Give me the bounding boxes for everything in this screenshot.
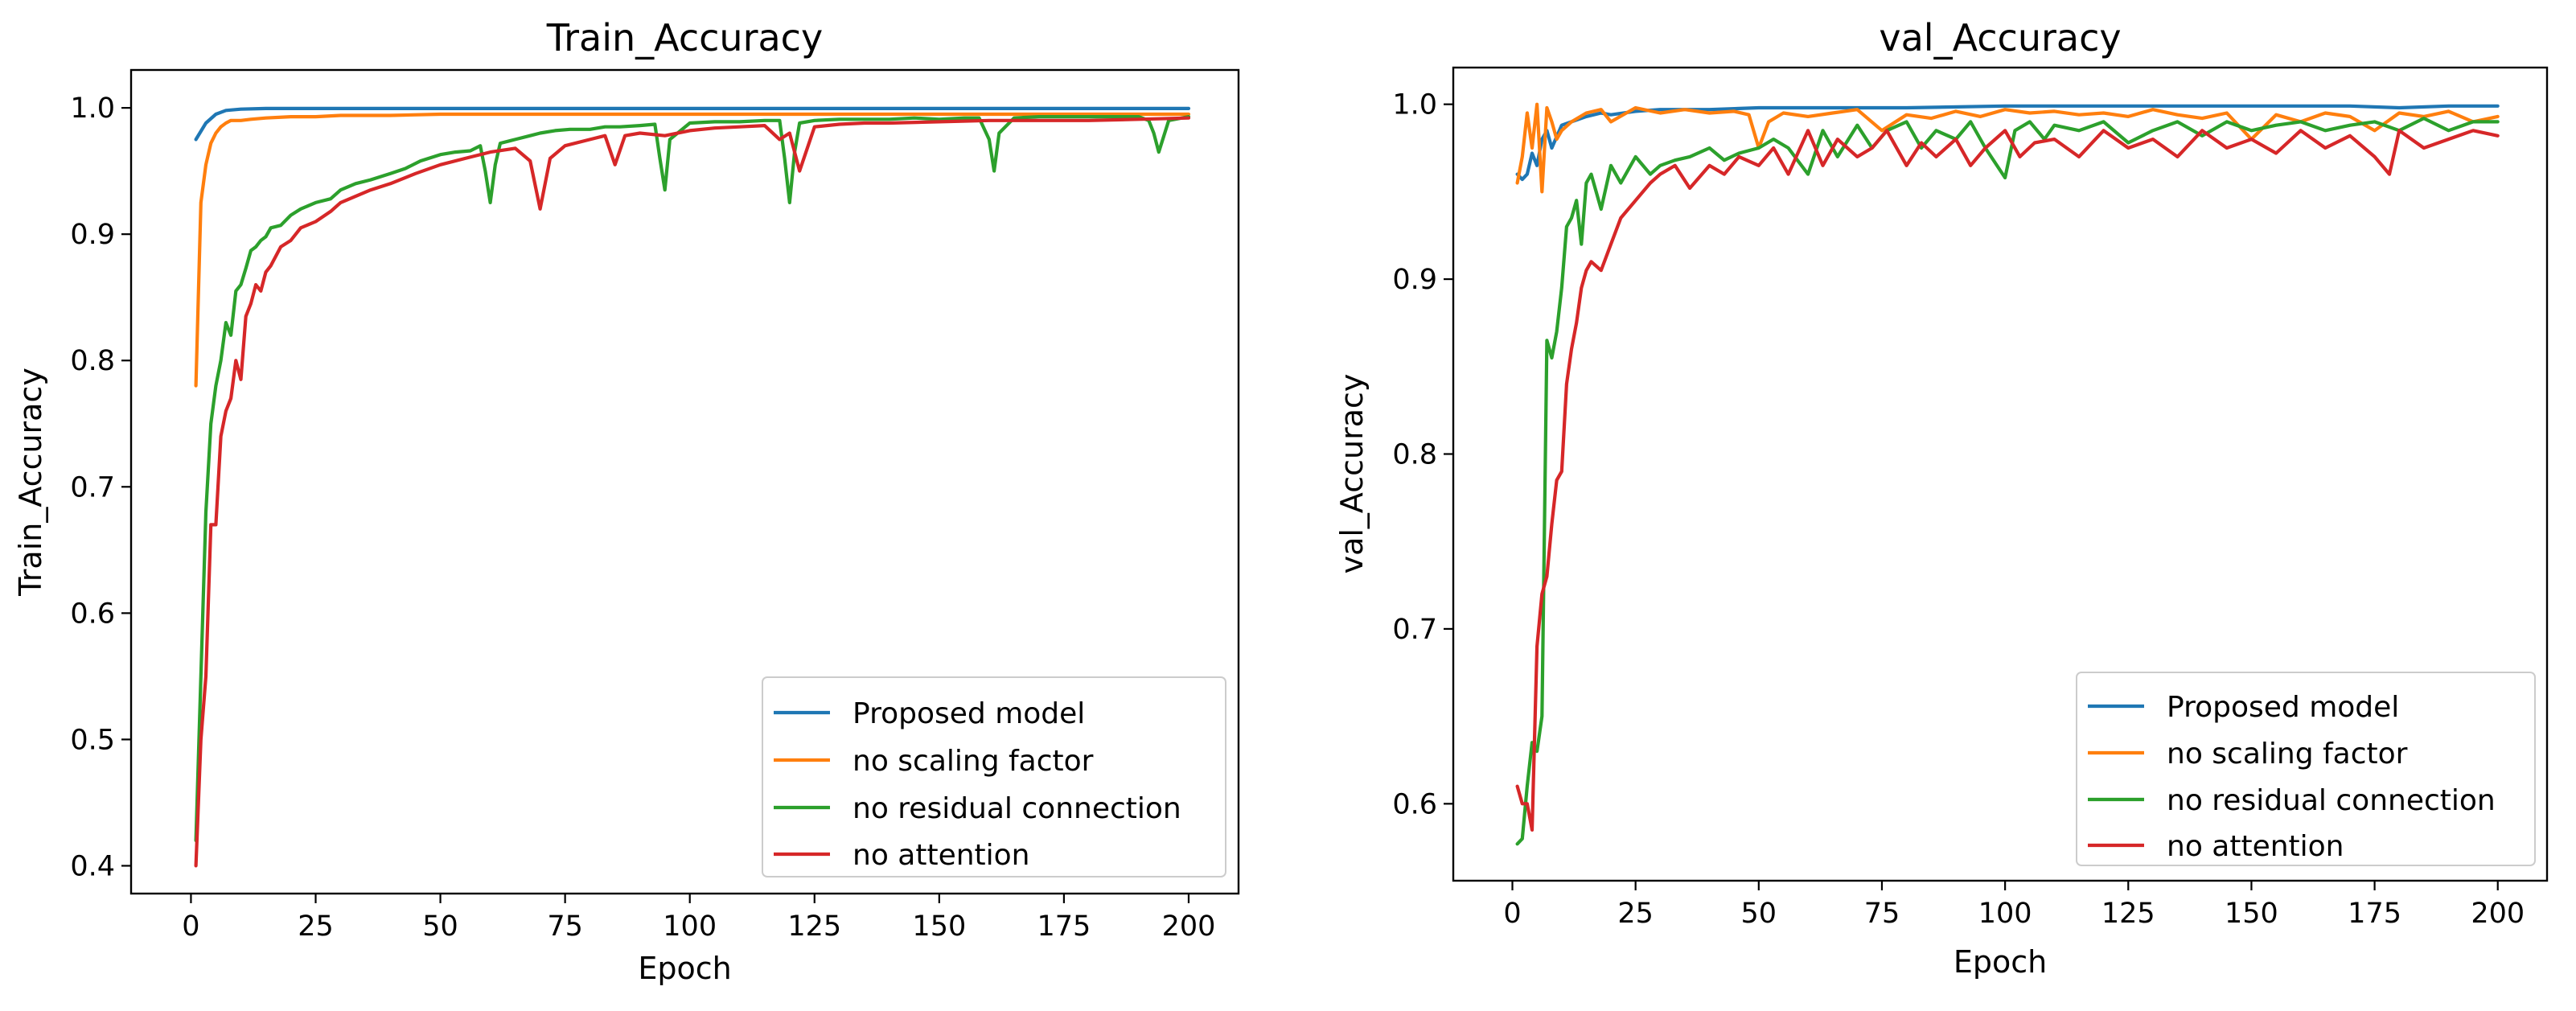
x-tick-label: 150 xyxy=(2225,898,2278,930)
x-axis-label: Epoch xyxy=(638,951,731,986)
tick-layer: 0 25 50 75 100 125 150 175 200 0.4 0.5 0.6 0.7 0.8 0.9… xyxy=(70,92,1215,943)
y-tick-label: 0.8 xyxy=(70,345,115,377)
x-tick-label: 175 xyxy=(1037,910,1091,943)
tick-layer: 0 25 50 75 100 125 150 175 200 0.6 0.7 0.8 0.9 1.0 xyxy=(1392,89,2525,930)
x-tick-label: 100 xyxy=(663,910,717,943)
val-accuracy-chart: val_Accuracy 0 25 50 75 100 125 150 175 200 0.6 0.… xyxy=(1334,16,2549,980)
y-tick-label: 0.4 xyxy=(70,850,115,882)
y-tick-label: 0.9 xyxy=(70,219,115,251)
series-line-proposed-model xyxy=(194,106,1191,142)
x-tick-label: 125 xyxy=(2101,898,2155,930)
x-tick-label: 75 xyxy=(1864,898,1900,930)
x-tick-label: 150 xyxy=(912,910,966,943)
legend-label: no scaling factor xyxy=(853,745,1094,778)
legend-label: no residual connection xyxy=(2167,784,2496,817)
legend: Proposed model no scaling factor no resi… xyxy=(2076,672,2536,866)
y-tick-label: 0.6 xyxy=(70,598,115,630)
series-line-no-scaling-factor xyxy=(1515,102,2500,194)
y-tick-label: 1.0 xyxy=(1392,89,1437,121)
y-axis-label: val_Accuracy xyxy=(1334,374,1370,574)
legend-frame xyxy=(2076,672,2536,866)
legend-label: no attention xyxy=(2167,830,2344,863)
legend-label: Proposed model xyxy=(2167,691,2399,724)
y-tick-label: 0.8 xyxy=(1392,438,1437,471)
x-tick-label: 0 xyxy=(182,910,199,943)
x-tick-label: 200 xyxy=(2471,898,2525,930)
series-line-no-scaling-factor xyxy=(194,112,1191,388)
legend-label: no attention xyxy=(853,839,1030,872)
x-tick-label: 0 xyxy=(1503,898,1521,930)
x-axis-label: Epoch xyxy=(1954,944,2047,980)
y-tick-label: 1.0 xyxy=(70,92,115,125)
legend-frame xyxy=(762,676,1226,877)
x-tick-label: 75 xyxy=(547,910,583,943)
x-tick-label: 50 xyxy=(1741,898,1777,930)
y-tick-label: 0.5 xyxy=(70,724,115,756)
series-layer xyxy=(194,106,1191,868)
x-tick-label: 200 xyxy=(1162,910,1216,943)
series-line-no-attention xyxy=(194,116,1191,868)
plot-frame xyxy=(129,68,1240,895)
x-tick-label: 100 xyxy=(1978,898,2032,930)
x-tick-label: 50 xyxy=(422,910,458,943)
x-tick-label: 25 xyxy=(1617,898,1654,930)
x-tick-label: 25 xyxy=(298,910,334,943)
x-tick-label: 175 xyxy=(2348,898,2401,930)
x-tick-label: 125 xyxy=(787,910,841,943)
y-tick-label: 0.7 xyxy=(70,471,115,503)
legend-label: no residual connection xyxy=(853,792,1181,825)
chart-title: Train_Accuracy xyxy=(546,16,823,60)
train-accuracy-chart: Train_Accuracy 0 25 50 75 100 125 150 175 200 0.4… xyxy=(13,16,1240,986)
y-axis-label: Train_Accuracy xyxy=(13,368,48,597)
series-line-no-residual-connection xyxy=(1515,116,2500,846)
y-tick-label: 0.6 xyxy=(1392,788,1437,820)
legend-label: Proposed model xyxy=(853,697,1085,730)
series-line-no-residual-connection xyxy=(194,114,1191,843)
legend: Proposed model no scaling factor no resi… xyxy=(762,676,1226,877)
y-tick-label: 0.7 xyxy=(1392,614,1437,646)
plot-frame xyxy=(1452,66,2549,882)
series-line-no-attention xyxy=(1515,129,2500,832)
chart-title: val_Accuracy xyxy=(1879,16,2121,60)
legend-label: no scaling factor xyxy=(2167,738,2408,771)
series-layer xyxy=(1515,102,2500,846)
y-tick-label: 0.9 xyxy=(1392,264,1437,296)
